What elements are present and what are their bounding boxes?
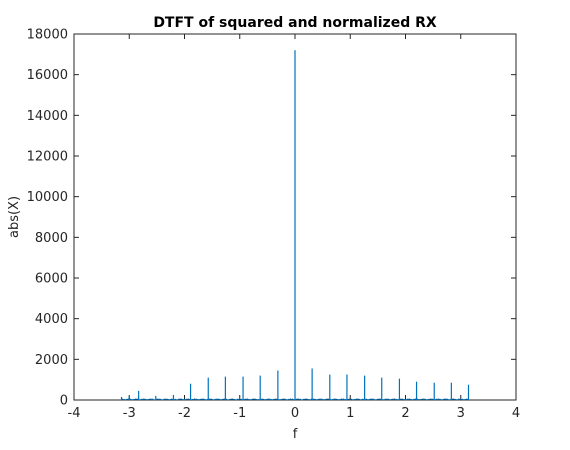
y-tick-label: 2000 — [35, 353, 68, 368]
y-tick-label: 8000 — [35, 231, 68, 246]
x-tick-label: 2 — [401, 406, 409, 421]
x-tick-label: 1 — [346, 406, 354, 421]
y-tick-label: 14000 — [27, 109, 68, 124]
y-tick-label: 6000 — [35, 272, 68, 287]
x-axis-label: f — [293, 427, 298, 442]
x-tick-label: -4 — [68, 406, 81, 421]
y-tick-label: 10000 — [27, 190, 68, 205]
y-tick-label: 0 — [60, 394, 68, 409]
x-tick-label: 3 — [457, 406, 465, 421]
y-axis-label: abs(X) — [7, 196, 22, 238]
x-tick-label: -3 — [123, 406, 136, 421]
x-tick-label: -1 — [233, 406, 246, 421]
x-tick-label: -2 — [178, 406, 191, 421]
data-series — [120, 50, 470, 401]
y-tick-label: 4000 — [35, 312, 68, 327]
x-tick-label: 4 — [512, 406, 520, 421]
y-tick-label: 18000 — [27, 28, 68, 43]
y-tick-label: 12000 — [27, 150, 68, 165]
chart-title: DTFT of squared and normalized RX — [153, 15, 437, 31]
x-tick-label: 0 — [291, 406, 299, 421]
y-tick-label: 16000 — [27, 68, 68, 83]
